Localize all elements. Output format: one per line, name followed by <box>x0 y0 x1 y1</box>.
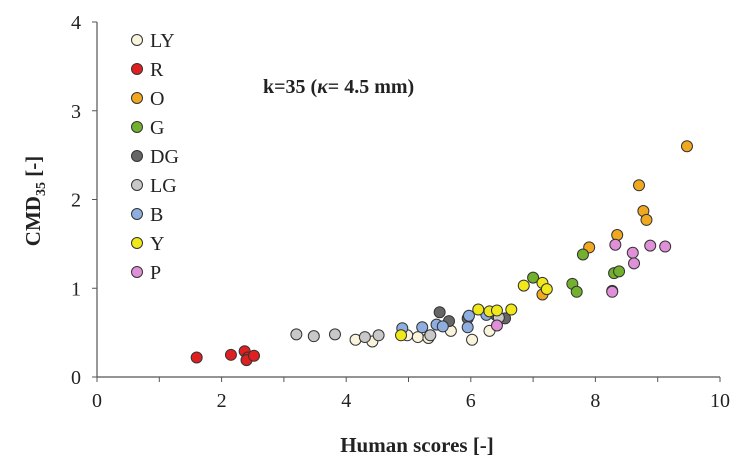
data-points <box>190 140 693 367</box>
x-tick-label: 6 <box>466 390 476 412</box>
y-tick-label: 4 <box>71 12 81 34</box>
data-point <box>640 213 653 226</box>
data-point <box>611 229 624 241</box>
legend-item-y: Y <box>131 233 164 255</box>
legend-marker <box>131 150 143 162</box>
series-o <box>536 140 693 301</box>
x-tick-label: 10 <box>710 390 730 412</box>
x-tick-label: 0 <box>92 390 102 412</box>
axis-ticks: 0 2 4 6 8 10 0 1 2 3 4 <box>71 12 730 412</box>
data-point <box>626 246 639 259</box>
legend-item-r: R <box>131 59 164 81</box>
annotation-value: = 4.5 mm) <box>328 76 414 98</box>
data-point <box>644 239 657 252</box>
data-point <box>680 140 693 153</box>
data-point <box>606 285 619 298</box>
data-point <box>328 328 341 341</box>
series-y <box>395 276 553 342</box>
series-r <box>190 345 260 367</box>
data-point <box>472 303 485 316</box>
legend-item-b: B <box>131 204 163 226</box>
data-point <box>466 333 479 346</box>
y-tick-label: 0 <box>71 367 81 389</box>
legend-item-o: O <box>131 88 164 110</box>
data-point <box>372 329 385 342</box>
legend-marker <box>131 237 143 249</box>
data-point <box>395 329 408 342</box>
legend-label: B <box>150 204 163 226</box>
data-point <box>540 283 553 296</box>
legend-label: LG <box>150 175 177 197</box>
legend-item-ly: LY <box>131 30 175 52</box>
chart-annotation: k=35 (κ= 4.5 mm) <box>263 76 414 98</box>
data-point <box>461 321 474 334</box>
x-tick-label: 4 <box>341 390 351 412</box>
data-point <box>570 285 583 298</box>
data-point <box>613 265 626 278</box>
series-p <box>490 238 672 332</box>
data-point <box>290 328 303 341</box>
x-axis-title: Human scores [-] <box>340 433 494 457</box>
legend-marker <box>131 121 143 133</box>
y-axis-title-main: CMD <box>21 196 45 246</box>
legend-item-g: G <box>131 117 164 139</box>
series-b <box>396 308 493 335</box>
data-point <box>628 257 641 270</box>
legend-label: P <box>150 262 161 284</box>
legend-label: O <box>150 88 164 110</box>
legend-marker <box>131 92 143 104</box>
data-point <box>416 321 429 334</box>
legend-item-lg: LG <box>131 175 177 197</box>
legend-label: Y <box>150 233 164 255</box>
data-point <box>490 319 503 332</box>
series-dg <box>433 284 619 328</box>
data-point <box>247 349 260 362</box>
data-point <box>659 240 672 253</box>
series-g <box>527 248 626 298</box>
y-tick-label: 1 <box>71 278 81 300</box>
legend: LY ROG DG LG BYP <box>131 30 179 284</box>
annotation-kappa: κ <box>317 76 328 98</box>
legend-item-dg: DG <box>131 146 179 168</box>
y-axis-title-suffix: [-] <box>21 156 45 182</box>
legend-label: DG <box>150 146 179 168</box>
data-point <box>307 330 320 343</box>
data-point <box>424 329 437 342</box>
data-point <box>358 331 371 344</box>
legend-label: G <box>150 117 164 139</box>
x-tick-label: 8 <box>590 390 600 412</box>
data-point <box>224 348 237 361</box>
legend-marker <box>131 63 143 75</box>
annotation-k: k=35 ( <box>263 76 318 98</box>
legend-marker <box>131 34 143 46</box>
x-tick-label: 2 <box>217 390 227 412</box>
legend-label: R <box>150 59 164 81</box>
y-tick-label: 2 <box>71 190 81 212</box>
data-point <box>190 351 203 364</box>
data-point <box>576 248 589 261</box>
legend-marker <box>131 266 143 278</box>
y-tick-label: 3 <box>71 101 81 123</box>
data-point <box>633 179 646 192</box>
legend-marker <box>131 179 143 191</box>
data-point <box>609 238 622 251</box>
data-point <box>527 271 540 284</box>
legend-label: LY <box>150 30 175 52</box>
data-point <box>433 306 446 319</box>
data-point <box>490 304 503 317</box>
legend-marker <box>131 208 143 220</box>
data-point <box>462 309 475 322</box>
data-point <box>505 303 518 316</box>
y-axis-title-subscript: 35 <box>34 182 49 196</box>
data-point <box>436 320 449 333</box>
legend-item-p: P <box>131 262 161 284</box>
y-axis-title: CMD35 [-] <box>21 156 49 246</box>
data-point <box>517 279 530 292</box>
